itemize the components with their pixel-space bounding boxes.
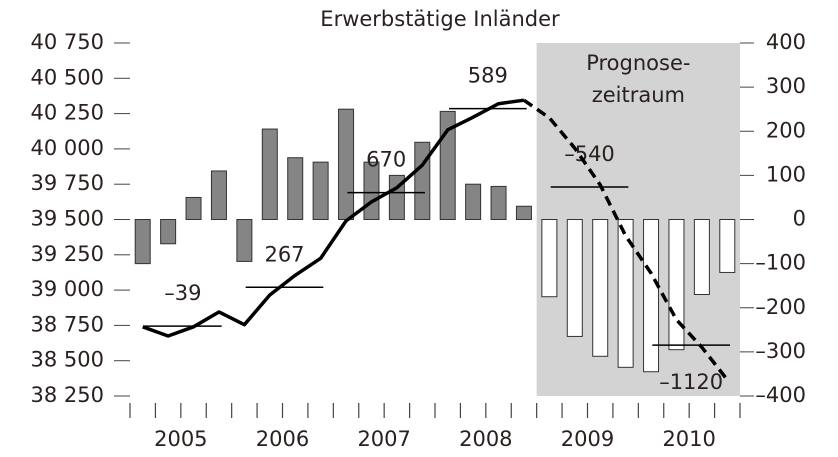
bar	[693, 219, 710, 296]
annual-change-label: 670	[366, 148, 406, 172]
x-tick-label: 2009	[561, 427, 614, 451]
bar	[465, 183, 482, 220]
bar	[566, 219, 583, 337]
x-tick-label: 2007	[357, 427, 410, 451]
bar	[592, 219, 609, 357]
y-tick-label: 39 000	[31, 277, 104, 301]
line	[142, 98, 525, 338]
y2-tick-label: –200	[755, 295, 806, 319]
y2-tick-label: –100	[755, 251, 806, 275]
bar	[668, 219, 685, 351]
y-tick-label: 40 250	[31, 101, 104, 125]
chart-title: Erwerbstätige Inländer	[320, 7, 560, 31]
y2-tick-label: 200	[766, 118, 806, 142]
y-tick-label: 39 250	[31, 242, 104, 266]
y-tick-label: 38 750	[31, 312, 104, 336]
y-tick-label: 38 500	[31, 348, 104, 372]
bar	[210, 170, 227, 220]
annual-change-label: –1120	[659, 370, 723, 394]
bar	[719, 219, 736, 273]
y-tick-label: 39 750	[31, 171, 104, 195]
bar	[414, 141, 431, 220]
bar	[134, 219, 151, 265]
y2-tick-label: 100	[766, 162, 806, 186]
y-tick-label: 40 750	[31, 30, 104, 54]
annual-change-label: 267	[264, 242, 304, 266]
annual-change-label: –39	[164, 281, 201, 305]
y-tick-label: 38 250	[31, 383, 104, 407]
bar	[236, 219, 253, 262]
forecast-label: zeitraum	[592, 83, 685, 107]
bar	[185, 196, 202, 220]
bar	[338, 108, 355, 220]
y-tick-label: 40 000	[31, 136, 104, 160]
y-tick-label: 39 500	[31, 207, 104, 231]
x-tick-label: 2006	[256, 427, 309, 451]
bar	[617, 219, 634, 368]
bar	[439, 110, 456, 220]
bar	[287, 157, 304, 221]
y2-tick-label: –300	[755, 339, 806, 363]
y2-tick-label: 300	[766, 74, 806, 98]
bar	[160, 219, 177, 245]
y-tick-label: 40 500	[31, 65, 104, 89]
y2-tick-label: 400	[766, 30, 806, 54]
x-tick-label: 2010	[662, 427, 715, 451]
bar	[261, 128, 278, 220]
bar	[541, 219, 558, 298]
line	[522, 98, 729, 381]
forecast-label: Prognose-	[586, 51, 690, 75]
x-tick-label: 2005	[154, 427, 207, 451]
annual-change-label: 589	[468, 64, 508, 88]
x-tick-label: 2008	[459, 427, 512, 451]
bar	[490, 185, 507, 220]
bar	[643, 219, 660, 373]
bar	[312, 161, 329, 220]
bar	[515, 205, 532, 220]
y2-tick-label: 0	[793, 207, 806, 231]
y2-tick-label: –400	[755, 383, 806, 407]
